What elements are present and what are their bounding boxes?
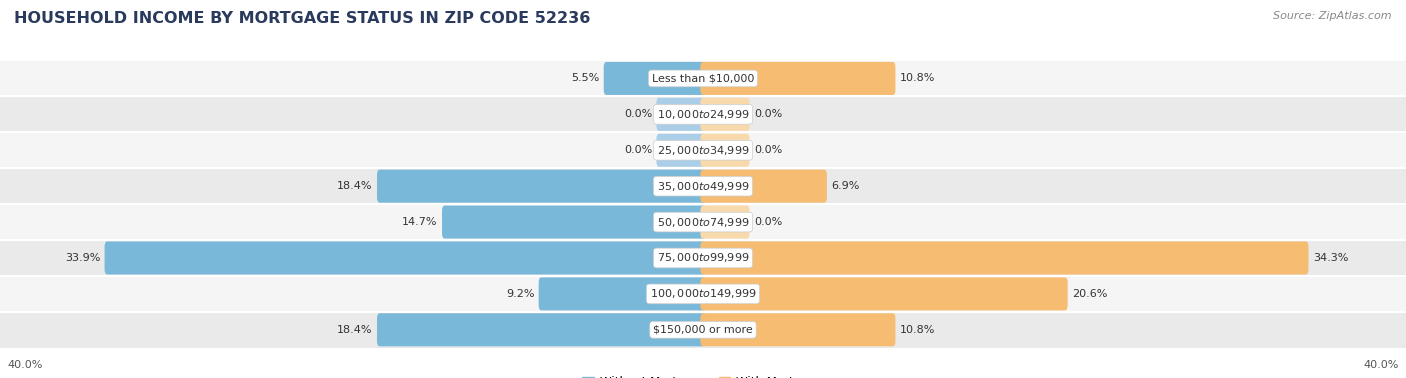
FancyBboxPatch shape [700,170,827,203]
Bar [0,168,1406,204]
Text: 20.6%: 20.6% [1073,289,1108,299]
Bar [0,312,1406,348]
Text: $25,000 to $34,999: $25,000 to $34,999 [657,144,749,157]
Text: 0.0%: 0.0% [754,145,782,155]
Text: 18.4%: 18.4% [337,181,373,191]
Text: Less than $10,000: Less than $10,000 [652,73,754,84]
Text: $100,000 to $149,999: $100,000 to $149,999 [650,287,756,301]
Text: 40.0%: 40.0% [1364,361,1399,370]
Text: 40.0%: 40.0% [7,361,42,370]
Text: 9.2%: 9.2% [506,289,534,299]
Text: 10.8%: 10.8% [900,325,935,335]
FancyBboxPatch shape [657,98,706,131]
Text: 0.0%: 0.0% [754,217,782,227]
FancyBboxPatch shape [104,242,706,274]
FancyBboxPatch shape [700,242,1309,274]
FancyBboxPatch shape [700,134,749,167]
Text: $35,000 to $49,999: $35,000 to $49,999 [657,180,749,193]
FancyBboxPatch shape [700,206,749,239]
Text: $75,000 to $99,999: $75,000 to $99,999 [657,251,749,265]
FancyBboxPatch shape [700,277,1067,310]
Text: HOUSEHOLD INCOME BY MORTGAGE STATUS IN ZIP CODE 52236: HOUSEHOLD INCOME BY MORTGAGE STATUS IN Z… [14,11,591,26]
Text: 5.5%: 5.5% [571,73,599,84]
Text: Source: ZipAtlas.com: Source: ZipAtlas.com [1274,11,1392,21]
FancyBboxPatch shape [603,62,706,95]
Bar [0,132,1406,168]
Bar [0,60,1406,96]
FancyBboxPatch shape [377,170,706,203]
Text: 0.0%: 0.0% [754,109,782,119]
Text: 34.3%: 34.3% [1313,253,1348,263]
Text: 18.4%: 18.4% [337,325,373,335]
Text: 10.8%: 10.8% [900,73,935,84]
FancyBboxPatch shape [441,206,706,239]
FancyBboxPatch shape [657,134,706,167]
Bar [0,96,1406,132]
Text: 14.7%: 14.7% [402,217,437,227]
Bar [0,204,1406,240]
FancyBboxPatch shape [700,62,896,95]
FancyBboxPatch shape [377,313,706,346]
Text: 0.0%: 0.0% [624,109,652,119]
Text: $10,000 to $24,999: $10,000 to $24,999 [657,108,749,121]
FancyBboxPatch shape [700,98,749,131]
FancyBboxPatch shape [700,313,896,346]
FancyBboxPatch shape [538,277,706,310]
Text: $150,000 or more: $150,000 or more [654,325,752,335]
Legend: Without Mortgage, With Mortgage: Without Mortgage, With Mortgage [578,371,828,378]
Text: 6.9%: 6.9% [831,181,859,191]
Bar [0,276,1406,312]
Text: $50,000 to $74,999: $50,000 to $74,999 [657,215,749,229]
Text: 33.9%: 33.9% [65,253,100,263]
Text: 0.0%: 0.0% [624,145,652,155]
Bar [0,240,1406,276]
